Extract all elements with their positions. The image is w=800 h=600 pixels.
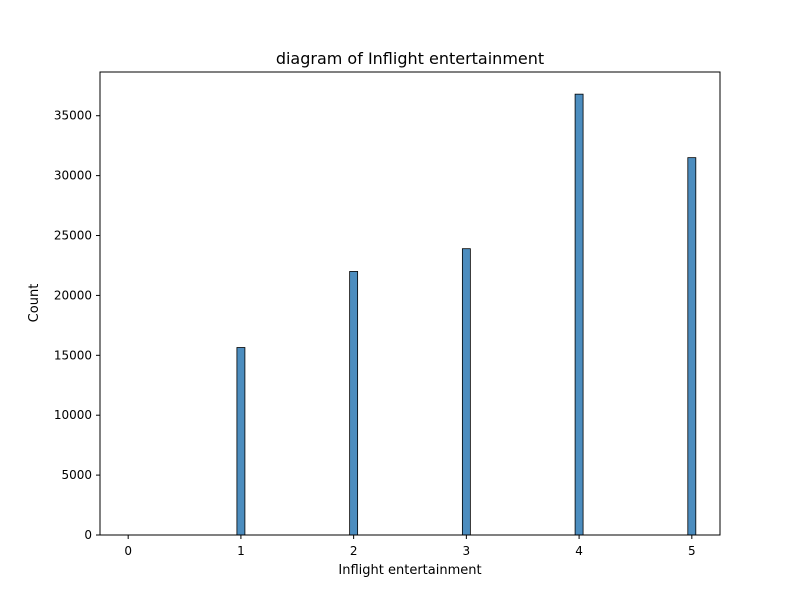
y-tick-label: 5000 <box>61 468 92 482</box>
y-axis-ticks: 0 5000 10000 15000 20000 25000 30000 35000 <box>54 109 100 542</box>
plot-frame <box>99 71 721 536</box>
x-tick-label: 2 <box>350 544 358 558</box>
bar-1 <box>236 347 246 536</box>
y-tick-label: 0 <box>84 528 92 542</box>
x-tick-label: 3 <box>463 544 471 558</box>
y-tick-label: 15000 <box>54 348 92 362</box>
bar-5 <box>687 157 697 536</box>
y-tick-label: 20000 <box>54 288 92 302</box>
chart-title: diagram of Inflight entertainment <box>276 49 544 68</box>
y-tick-label: 10000 <box>54 408 92 422</box>
bars-group <box>236 93 697 536</box>
y-tick-label: 35000 <box>54 109 92 123</box>
bar-4 <box>574 93 584 536</box>
x-tick-label: 0 <box>124 544 132 558</box>
bar-2 <box>349 271 359 536</box>
x-tick-label: 1 <box>237 544 245 558</box>
x-tick-label: 5 <box>688 544 696 558</box>
y-tick-label: 25000 <box>54 229 92 243</box>
bar-3 <box>461 248 471 536</box>
x-tick-label: 4 <box>575 544 583 558</box>
y-axis-label: Count <box>27 284 42 323</box>
y-tick-label: 30000 <box>54 169 92 183</box>
x-axis-ticks: 0 1 2 3 4 5 <box>124 535 696 558</box>
x-axis-label: Inflight entertainment <box>338 563 481 578</box>
